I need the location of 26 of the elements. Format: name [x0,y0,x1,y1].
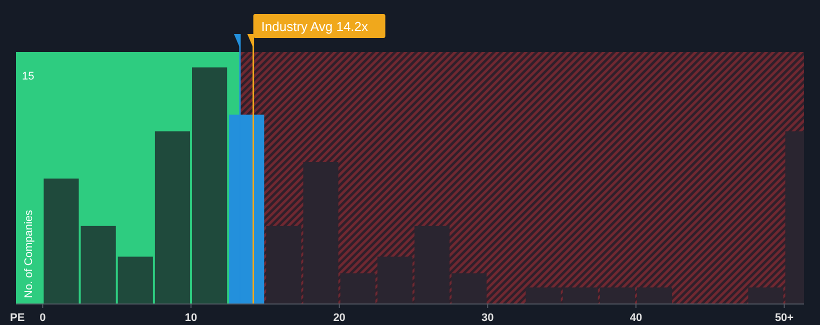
bar [266,226,302,304]
bar [636,287,672,304]
x-tick-label: 0 [40,312,46,324]
bar [154,131,190,304]
bar [80,226,116,304]
bar [526,287,561,304]
bar [340,273,376,304]
bar [452,273,487,304]
ref-line-label: Industry Avg 14.2x [261,19,369,34]
bar [44,178,79,304]
bar [118,256,153,304]
x-axis-title: PE [10,312,25,324]
bar [748,287,784,304]
bar [414,226,450,304]
bar [192,67,228,304]
annotation: 15 [22,70,34,82]
x-tick-label: 30 [482,312,494,324]
x-tick-label: 40 [630,312,642,324]
x-tick-label: 20 [333,312,346,324]
bar [303,162,338,304]
bar [377,256,412,304]
x-tick-label: 50+ [774,312,794,324]
y-axis-title: No. of Companies [23,209,35,298]
bar [600,287,635,304]
bar [562,287,598,304]
x-tick-label: 10 [184,312,198,324]
